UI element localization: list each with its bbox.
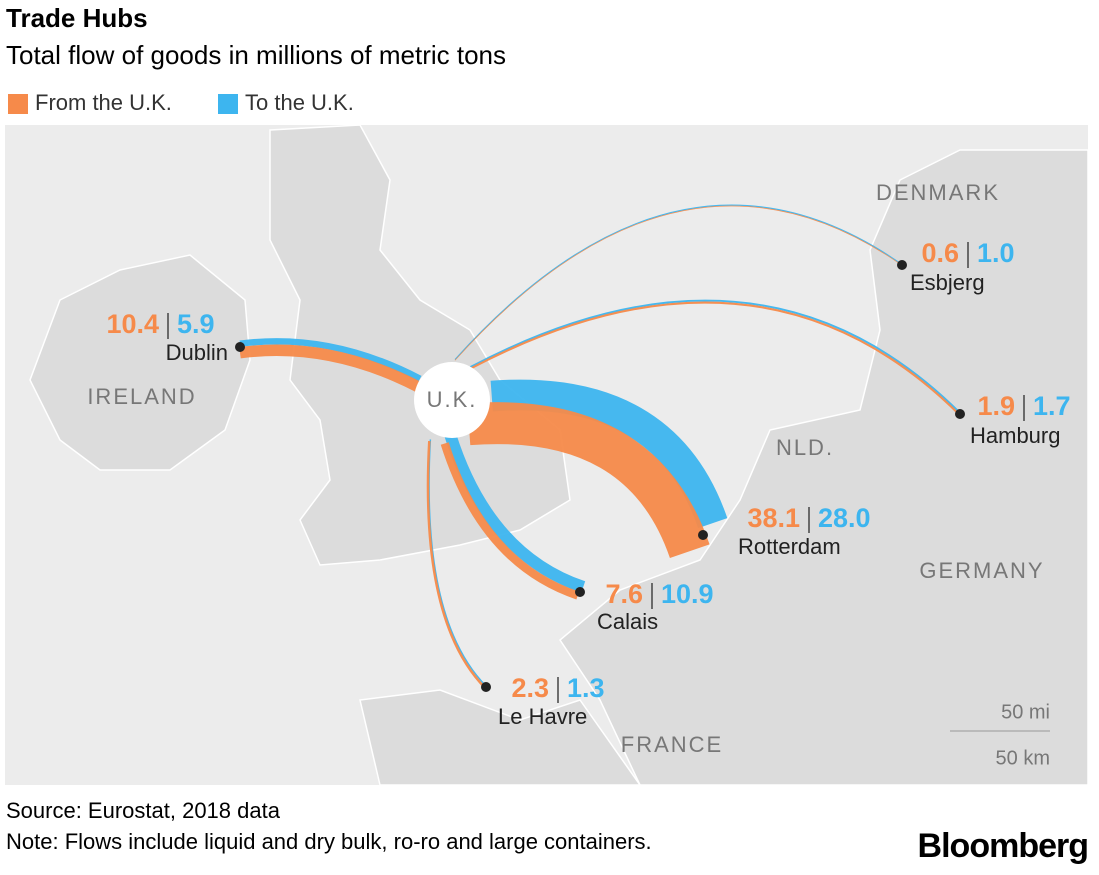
value-to: 28.0 xyxy=(818,503,871,533)
scale-km: 50 km xyxy=(996,747,1050,769)
subtitle: Total flow of goods in millions of metri… xyxy=(6,40,506,70)
flow-to-uk xyxy=(469,299,961,414)
hub-dot xyxy=(698,530,708,540)
value-from: 2.3 xyxy=(511,673,549,703)
country-label: FRANCE xyxy=(621,732,723,757)
source: Source: Eurostat, 2018 data xyxy=(6,798,281,823)
legend-label: From the U.K. xyxy=(35,90,172,115)
hub-dot xyxy=(897,260,907,270)
hub-name: Le Havre xyxy=(498,704,587,729)
note: Note: Flows include liquid and dry bulk,… xyxy=(6,829,652,854)
value-to: 10.9 xyxy=(661,579,714,609)
hub-name: Calais xyxy=(597,609,658,634)
hub-name: Dublin xyxy=(166,340,228,365)
flow-from-uk xyxy=(467,402,710,559)
flow-from-uk xyxy=(440,442,580,600)
origin-label: U.K. xyxy=(427,387,478,412)
flow-from-uk xyxy=(239,344,423,393)
flow-to-uk xyxy=(454,204,903,360)
value-to: 1.0 xyxy=(977,238,1015,268)
title: Trade Hubs xyxy=(6,3,148,33)
flow-to-uk xyxy=(239,338,422,382)
legend-label: To the U.K. xyxy=(245,90,354,115)
legend-swatch xyxy=(8,94,28,114)
hub-dot xyxy=(955,409,965,419)
legend-swatch xyxy=(218,94,238,114)
hub-name: Hamburg xyxy=(970,423,1060,448)
origin-circle xyxy=(414,362,490,438)
hub-name: Esbjerg xyxy=(910,270,985,295)
value-from: 1.9 xyxy=(977,391,1015,421)
flows xyxy=(239,204,961,689)
france-land xyxy=(359,689,642,786)
hub-dot xyxy=(481,682,491,692)
flow-to-uk xyxy=(490,379,728,529)
hub-dot xyxy=(235,342,245,352)
ireland-land xyxy=(29,254,251,471)
flow-from-uk xyxy=(426,440,487,689)
value-from: 38.1 xyxy=(747,503,800,533)
flow-from-uk xyxy=(454,205,903,361)
country-label: DENMARK xyxy=(876,180,1000,205)
country-label: NLD. xyxy=(776,435,834,460)
value-to: 1.7 xyxy=(1033,391,1071,421)
value-from: 10.4 xyxy=(106,309,159,339)
country-label: GERMANY xyxy=(919,558,1044,583)
logo: Bloomberg xyxy=(918,827,1088,865)
flow-from-uk xyxy=(469,301,961,416)
scale-miles: 50 mi xyxy=(1001,701,1050,723)
hub-dot xyxy=(575,587,585,597)
land xyxy=(29,124,1089,786)
value-from: 7.6 xyxy=(605,579,643,609)
value-from: 0.6 xyxy=(921,238,959,268)
hub-name: Rotterdam xyxy=(738,534,841,559)
flow-to-uk xyxy=(444,433,586,593)
value-to: 1.3 xyxy=(567,673,605,703)
value-to: 5.9 xyxy=(177,309,215,339)
country-label: IRELAND xyxy=(87,384,196,409)
continent-land xyxy=(559,149,1089,786)
